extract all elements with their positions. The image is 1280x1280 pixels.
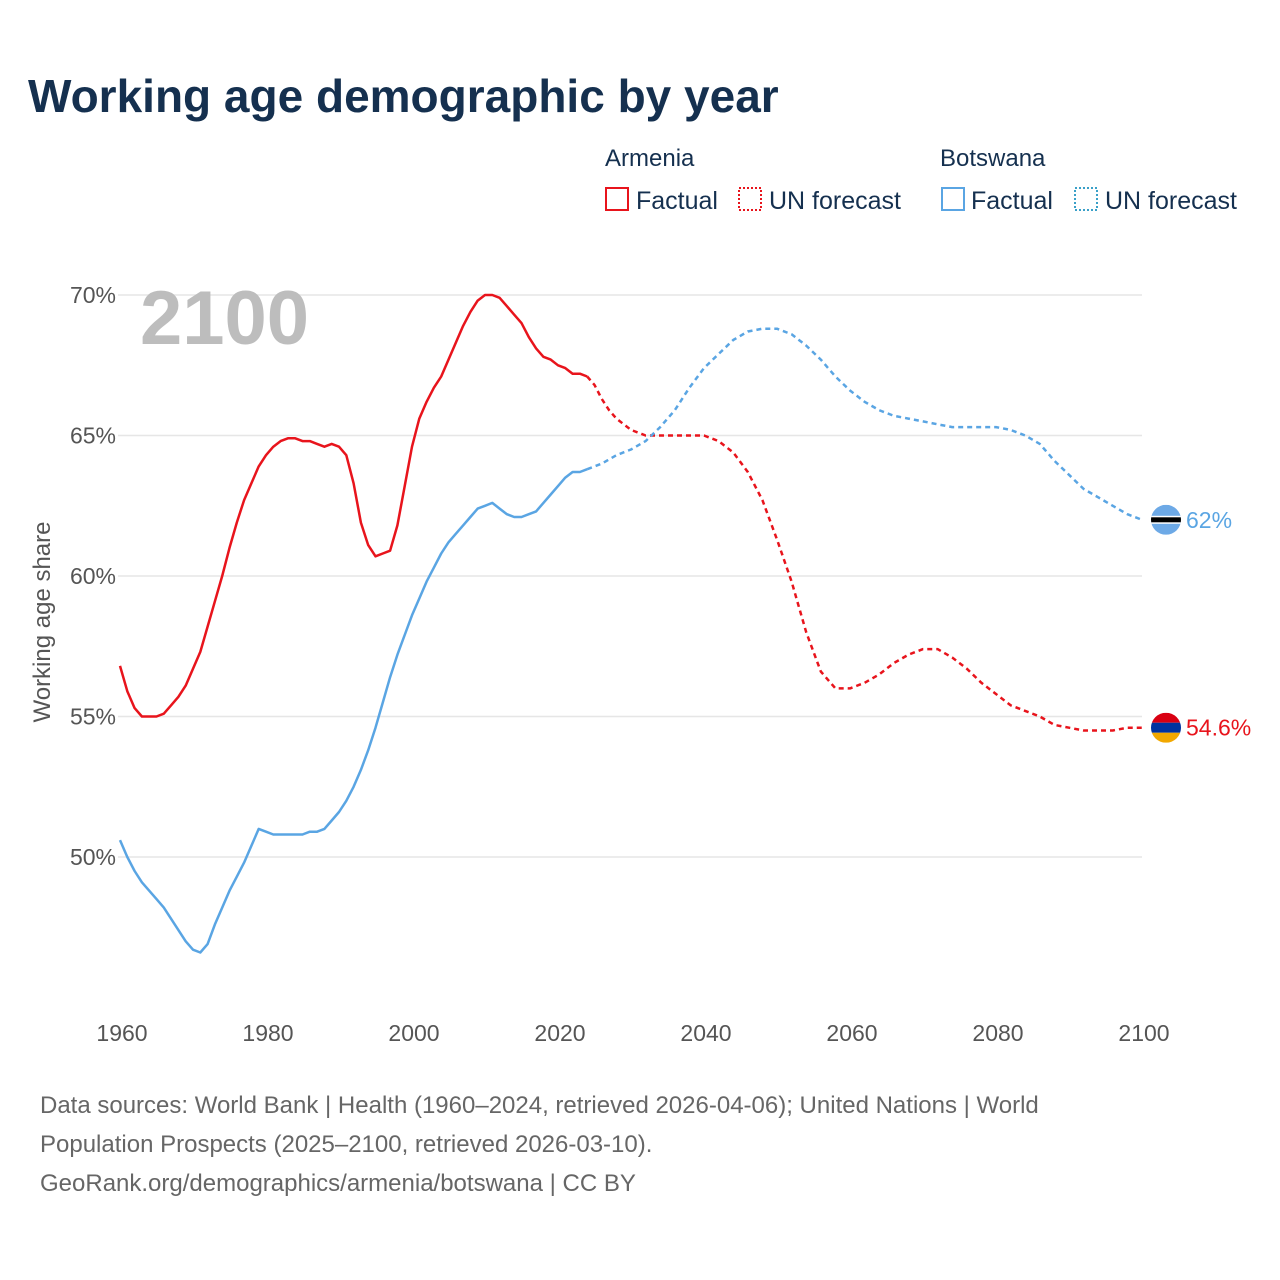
y-axis-label: Working age share (29, 522, 56, 723)
x-tick-label: 2020 (534, 1020, 585, 1046)
armenia-forecast-line (586, 375, 1142, 732)
legend: Armenia Factual UN forecast Botswana Fac… (605, 145, 1237, 215)
chart-title: Working age demographic by year (28, 70, 779, 122)
legend-swatch-armenia-forecast (738, 187, 762, 211)
x-tick-label: 1980 (242, 1020, 293, 1046)
botswana-factual-line (118, 468, 588, 954)
source-line-3: GeoRank.org/demographics/armenia/botswan… (40, 1170, 636, 1197)
legend-label-botswana-forecast: UN forecast (1105, 187, 1237, 215)
legend-label-armenia-forecast: UN forecast (769, 187, 901, 215)
x-axis-ticks: 1960 1980 2000 2020 2040 2060 2080 2100 (96, 1020, 1169, 1046)
y-tick-label: 65% (70, 423, 116, 449)
x-tick-label: 2060 (826, 1020, 877, 1046)
y-tick-label: 55% (70, 704, 116, 730)
grid (118, 294, 1142, 858)
end-markers: 54.6% 62% (1151, 504, 1251, 743)
x-tick-label: 2100 (1118, 1020, 1169, 1046)
botswana-end-label: 62% (1186, 507, 1232, 533)
x-tick-label: 2000 (388, 1020, 439, 1046)
x-tick-label: 2040 (680, 1020, 731, 1046)
armenia-factual-line (118, 293, 588, 718)
x-tick-label: 2080 (972, 1020, 1023, 1046)
legend-swatch-armenia-factual (605, 187, 629, 211)
legend-group-armenia: Armenia (605, 145, 695, 172)
armenia-flag-icon (1151, 712, 1181, 743)
y-tick-label: 60% (70, 563, 116, 589)
series (118, 293, 1143, 954)
year-watermark: 2100 (140, 276, 309, 361)
legend-group-botswana: Botswana (940, 145, 1046, 172)
legend-swatch-botswana-forecast (1074, 187, 1098, 211)
source-line-2: Population Prospects (2025–2100, retriev… (40, 1131, 652, 1158)
botswana-forecast-line (586, 327, 1143, 521)
x-tick-label: 1960 (96, 1020, 147, 1046)
y-axis-ticks: 50% 55% 60% 65% 70% (70, 282, 116, 870)
y-tick-label: 50% (70, 844, 116, 870)
y-tick-label: 70% (70, 282, 116, 308)
legend-swatch-botswana-factual (941, 187, 965, 211)
legend-label-armenia-factual: Factual (636, 187, 718, 215)
armenia-end-label: 54.6% (1186, 715, 1251, 741)
source-line-1: Data sources: World Bank | Health (1960–… (40, 1092, 1039, 1119)
legend-label-botswana-factual: Factual (971, 187, 1053, 215)
botswana-flag-icon (1151, 504, 1181, 535)
